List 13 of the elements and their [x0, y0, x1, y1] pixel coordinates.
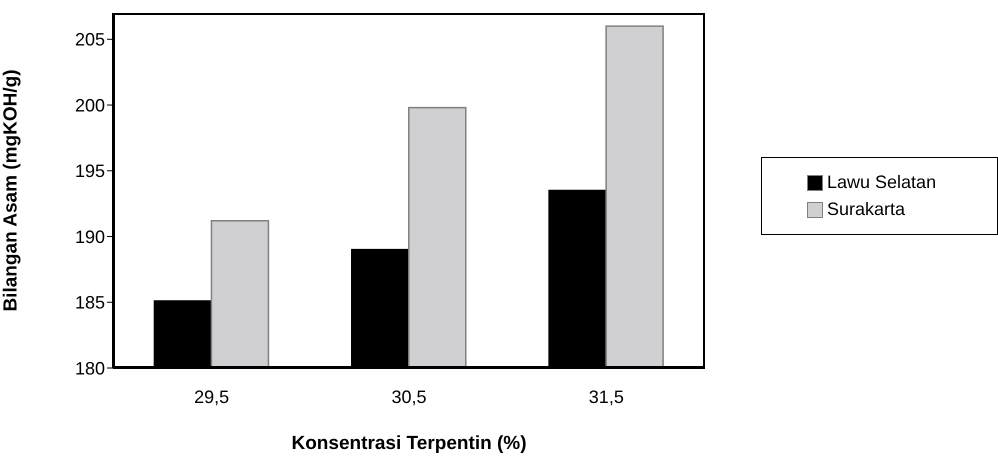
x-tick-label: 29,5	[194, 386, 230, 407]
y-tick-label: 190	[74, 226, 105, 247]
y-tick-label: 180	[74, 358, 105, 378]
x-tick-label: 30,5	[391, 386, 427, 407]
y-tick-label: 195	[74, 161, 105, 182]
y-tick-label: 200	[74, 95, 105, 116]
legend-label: Surakarta	[827, 199, 906, 220]
y-axis-title: Bilangan Asam (mgKOH/g)	[0, 69, 22, 312]
legend-label: Lawu Selatan	[827, 172, 936, 193]
y-tick-label: 185	[74, 292, 105, 313]
y-tick-label: 205	[74, 30, 105, 50]
x-axis-title: Konsentrasi Terpentin (%)	[291, 433, 527, 454]
x-tick-label: 31,5	[588, 386, 624, 407]
